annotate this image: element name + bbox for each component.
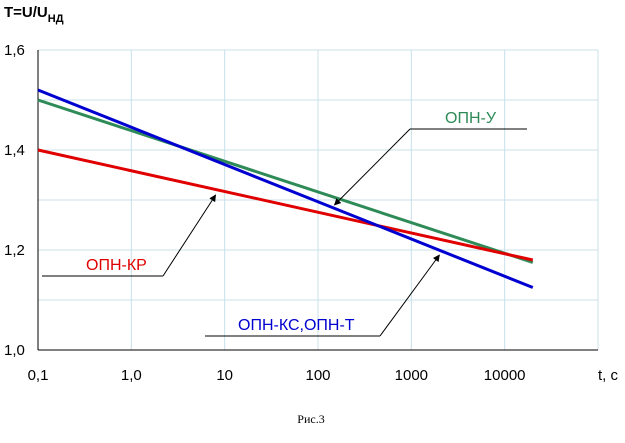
series-line (37, 98, 534, 264)
annotation-arrow (379, 254, 440, 337)
x-tick-label: 10 (216, 367, 233, 384)
figure-caption: Рис.3 (297, 412, 324, 426)
x-axis-label: t, c (598, 367, 619, 384)
y-axis-label: T=U/UНД (4, 4, 64, 25)
y-tick-label: 1,4 (4, 142, 25, 159)
x-tick-label: 10000 (484, 367, 526, 384)
annotation-layer: ОПН-У ОПН-КР ОПН-КС,ОПН-Т (42, 110, 527, 337)
x-tick-label: 1,0 (121, 367, 142, 384)
x-tick-label: 100 (305, 367, 330, 384)
annotation-label: ОПН-У (445, 110, 497, 127)
annotation-arrow (162, 194, 217, 277)
series-line (37, 148, 534, 262)
y-tick-label: 1,2 (4, 242, 25, 259)
series-line (37, 88, 534, 289)
annotation-label: ОПН-КР (86, 257, 147, 274)
annotation-arrow (333, 128, 411, 206)
x-tick-label: 0,1 (28, 367, 49, 384)
series-layer (37, 88, 534, 289)
x-tick-label: 1000 (395, 367, 428, 384)
y-tick-label: 1,6 (4, 42, 25, 59)
annotation-label: ОПН-КС,ОПН-Т (238, 317, 355, 334)
y-tick-label: 1,0 (4, 342, 25, 359)
